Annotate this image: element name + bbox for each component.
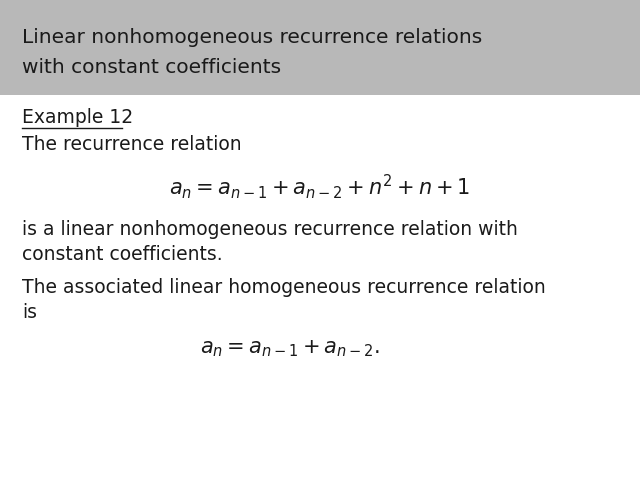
Text: $a_n = a_{n-1} + a_{n-2}.$: $a_n = a_{n-1} + a_{n-2}.$ bbox=[200, 338, 380, 359]
Text: Example 12: Example 12 bbox=[22, 108, 133, 127]
Text: with constant coefficients: with constant coefficients bbox=[22, 58, 281, 77]
Text: Linear nonhomogeneous recurrence relations: Linear nonhomogeneous recurrence relatio… bbox=[22, 28, 483, 47]
Text: The recurrence relation: The recurrence relation bbox=[22, 135, 242, 154]
Text: constant coefficients.: constant coefficients. bbox=[22, 245, 223, 264]
Text: The associated linear homogeneous recurrence relation: The associated linear homogeneous recurr… bbox=[22, 278, 546, 297]
FancyBboxPatch shape bbox=[0, 0, 640, 95]
Text: $a_n = a_{n-1} + a_{n-2} + n^2 + n + 1$: $a_n = a_{n-1} + a_{n-2} + n^2 + n + 1$ bbox=[170, 172, 470, 201]
Text: is a linear nonhomogeneous recurrence relation with: is a linear nonhomogeneous recurrence re… bbox=[22, 220, 518, 239]
Text: is: is bbox=[22, 303, 37, 322]
